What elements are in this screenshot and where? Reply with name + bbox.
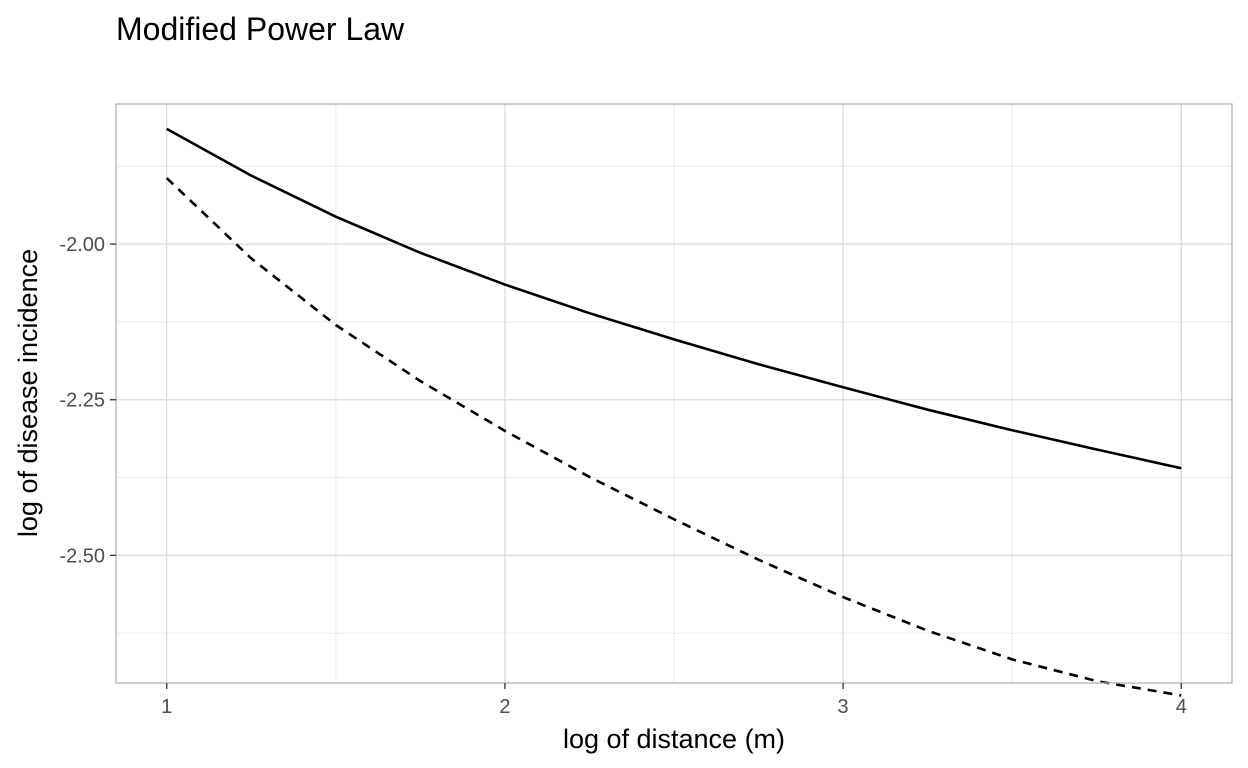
axis-ticks [110, 243, 1182, 689]
dashed-series-line [165, 177, 1182, 697]
grid [116, 104, 1232, 683]
x-tick-label: 4 [1176, 696, 1187, 718]
x-tick-label: 2 [499, 696, 510, 718]
y-tick-label: -2.00 [59, 234, 105, 256]
y-axis-title: log of disease incidence [13, 249, 43, 537]
y-tick-label: -2.50 [59, 545, 105, 567]
x-axis-title: log of distance (m) [563, 724, 785, 754]
y-tick-label: -2.25 [59, 390, 105, 412]
plot-panel-border [115, 103, 1233, 684]
solid-series-line [166, 127, 1182, 470]
tick-labels: 1 2 3 4 -2.00 -2.25 -2.50 [59, 234, 1186, 718]
x-tick-label: 3 [838, 696, 849, 718]
series-lines [165, 127, 1182, 697]
chart-title: Modified Power Law [116, 11, 405, 47]
x-tick-label: 1 [161, 696, 172, 718]
